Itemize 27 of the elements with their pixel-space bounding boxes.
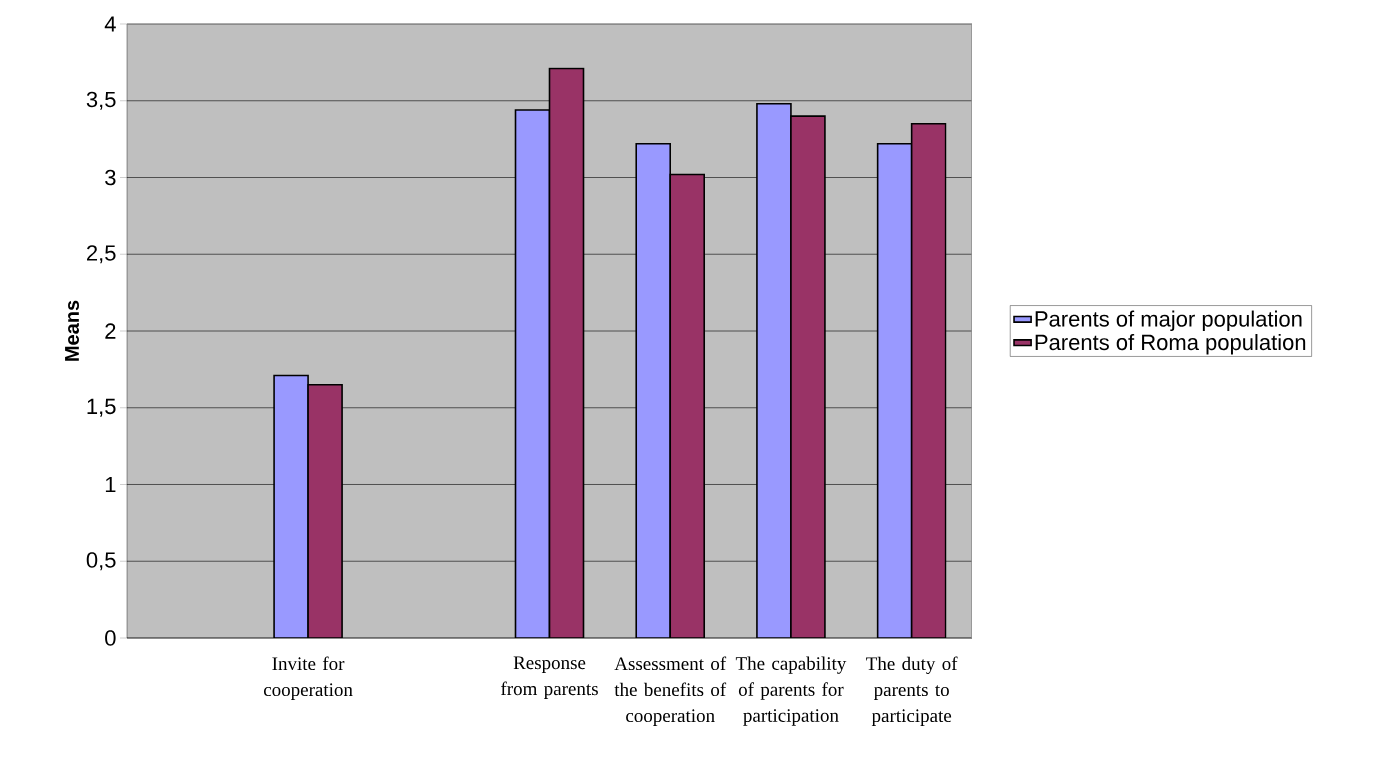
x-tick-label: The capability of parents for participation bbox=[735, 656, 847, 726]
y-tick-label: 0,5 bbox=[86, 552, 116, 571]
bar bbox=[910, 122, 947, 638]
y-tick-label: 1,5 bbox=[87, 398, 116, 417]
bar bbox=[756, 103, 792, 638]
bar bbox=[635, 142, 672, 638]
y-tick-label: 4 bbox=[104, 16, 116, 32]
y-tick-label: 1 bbox=[105, 476, 116, 493]
bar bbox=[273, 374, 309, 638]
x-tick-label: Invite for cooperation bbox=[263, 656, 353, 700]
legend-label: Parents of major population bbox=[1035, 310, 1302, 332]
x-tick-label: Response from parents bbox=[501, 656, 598, 700]
x-tick-label: The duty of parents to participate bbox=[866, 656, 958, 726]
y-axis-title: Means bbox=[65, 300, 80, 361]
bar bbox=[514, 109, 551, 638]
y-tick-label: 3 bbox=[105, 169, 116, 186]
bar bbox=[307, 383, 343, 638]
bar bbox=[876, 142, 913, 638]
y-tick-label: 2 bbox=[105, 323, 116, 339]
legend-label: Parents of Roma population bbox=[1035, 333, 1306, 355]
bar bbox=[669, 173, 706, 638]
y-tick-label: 0 bbox=[105, 630, 116, 646]
bar bbox=[790, 115, 826, 638]
bar bbox=[548, 67, 585, 638]
y-tick-label: 3,5 bbox=[86, 91, 116, 110]
y-tick-label: 2,5 bbox=[87, 245, 116, 264]
x-tick-label: Assessment of the benefits of cooperation bbox=[614, 656, 727, 726]
